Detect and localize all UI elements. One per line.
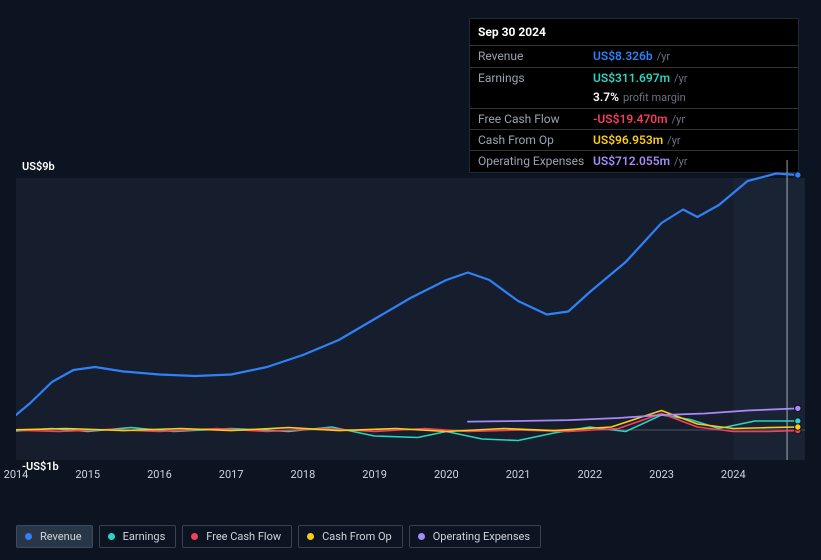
chart-area[interactable] (16, 160, 805, 540)
x-axis-tick-label: 2016 (147, 468, 172, 481)
tooltip-row-value: -US$19.470m (593, 112, 668, 126)
legend-item-label: Free Cash Flow (206, 530, 281, 543)
x-axis-tick-label: 2022 (577, 468, 602, 481)
legend-dot-icon (418, 533, 425, 540)
x-axis-tick-label: 2021 (506, 468, 531, 481)
tooltip-row: EarningsUS$311.697m/yr (470, 67, 798, 88)
x-axis-tick-label: 2020 (434, 468, 459, 481)
legend-dot-icon (108, 533, 115, 540)
tooltip-row-label: Cash From Op (478, 133, 593, 147)
tooltip-rows: RevenueUS$8.326b/yrEarningsUS$311.697m/y… (470, 45, 798, 171)
tooltip-row-unit: /yr (657, 50, 670, 63)
line-chart-svg (16, 160, 805, 460)
x-axis-tick-label: 2014 (4, 468, 29, 481)
tooltip-row-unit: /yr (667, 134, 680, 147)
legend-item-revenue[interactable]: Revenue (16, 525, 93, 548)
x-axis-tick-label: 2023 (649, 468, 674, 481)
tooltip-row-label: Free Cash Flow (478, 112, 593, 126)
legend-dot-icon (191, 533, 198, 540)
tooltip-row: Free Cash Flow-US$19.470m/yr (470, 108, 798, 129)
legend-item-label: Revenue (40, 530, 82, 543)
tooltip-row-unit: /yr (674, 72, 687, 85)
tooltip-row-value: US$96.953m (593, 133, 663, 147)
legend-item-label: Operating Expenses (433, 530, 530, 543)
tooltip-row-value: US$311.697m (593, 71, 670, 85)
legend-item-label: Earnings (123, 530, 166, 543)
x-axis-tick-label: 2017 (219, 468, 244, 481)
tooltip-row-value: 3.7% (593, 90, 619, 104)
tooltip-row-label: Earnings (478, 71, 593, 85)
tooltip-date: Sep 30 2024 (470, 19, 798, 45)
legend-dot-icon (25, 533, 32, 540)
x-axis-tick-label: 2015 (75, 468, 100, 481)
tooltip-row-unit: profit margin (623, 91, 686, 104)
tooltip-row: RevenueUS$8.326b/yr (470, 45, 798, 66)
tooltip-row-label: Revenue (478, 49, 593, 63)
tooltip-row: 3.7% profit margin (470, 88, 798, 107)
x-axis-tick-label: 2019 (362, 468, 387, 481)
tooltip-row-value: US$8.326b (593, 49, 653, 63)
legend-item-label: Cash From Op (322, 530, 392, 543)
legend-item-fcf[interactable]: Free Cash Flow (182, 525, 292, 548)
legend-item-cfo[interactable]: Cash From Op (298, 525, 403, 548)
tooltip-row: Cash From OpUS$96.953m/yr (470, 129, 798, 150)
legend-dot-icon (307, 533, 314, 540)
legend-item-earnings[interactable]: Earnings (99, 525, 177, 548)
data-tooltip: Sep 30 2024 RevenueUS$8.326b/yrEarningsU… (469, 18, 799, 173)
x-axis-tick-label: 2018 (291, 468, 316, 481)
tooltip-row-unit: /yr (672, 113, 685, 126)
legend-item-opex[interactable]: Operating Expenses (409, 525, 541, 548)
x-axis-tick-label: 2024 (721, 468, 746, 481)
legend-bar: Revenue Earnings Free Cash Flow Cash From O… (16, 525, 541, 548)
